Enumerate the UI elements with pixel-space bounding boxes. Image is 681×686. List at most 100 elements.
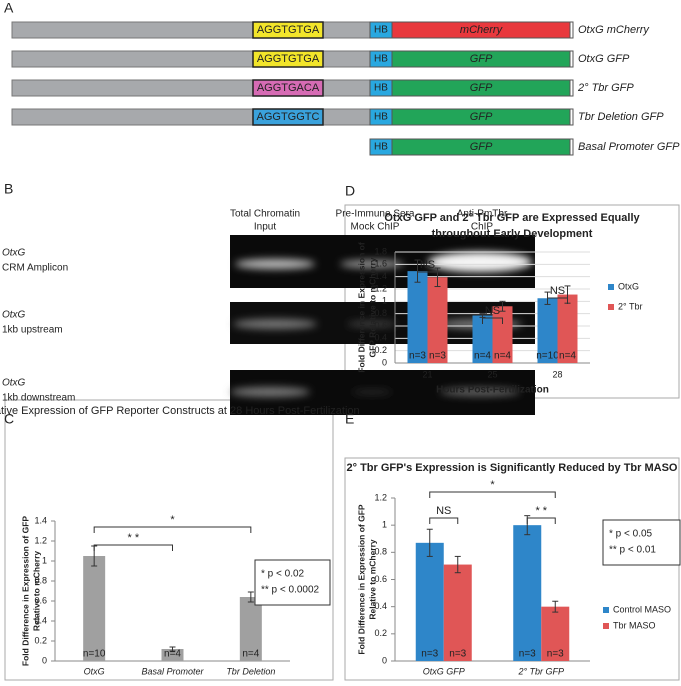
gel-column-header: Anti-PmTbr [457, 209, 508, 220]
n-label: n=3 [421, 649, 438, 660]
bar [472, 315, 493, 363]
motif-label: AGGTGTGA [257, 24, 320, 36]
significance-bracket [417, 271, 438, 278]
gel-row-gene: OtxG [2, 248, 26, 259]
legend-label: OtxG [618, 281, 639, 291]
y-tick-label: 0 [42, 655, 47, 665]
n-label: n=4 [559, 351, 576, 362]
legend-swatch [603, 623, 609, 629]
chart-title: Relative Expression of GFP Reporter Cons… [0, 405, 360, 417]
y-tick-label: 1.8 [374, 246, 387, 256]
gel-row-gene: OtxG [2, 378, 26, 389]
terminator [569, 50, 574, 68]
panel-label: E [345, 411, 354, 427]
x-tick-label: Tbr Deletion [226, 666, 275, 676]
bar [427, 277, 448, 363]
y-axis-label: Fold Difference in Expression of [356, 242, 366, 373]
motif-box [252, 79, 324, 97]
y-tick-label: 1 [42, 555, 47, 565]
gel-row-label: CRM Amplicon [2, 263, 68, 274]
bar [415, 542, 444, 661]
significance-label: NS [485, 305, 500, 317]
note-text: * p < 0.05 [609, 529, 653, 540]
y-tick-label: 1.4 [374, 271, 387, 281]
x-tick-label: OtxG GFP [423, 666, 465, 676]
y-tick-label: 0.6 [374, 320, 387, 330]
y-tick-label: 0.2 [34, 635, 47, 645]
construct-name: Tbr Deletion GFP [578, 111, 664, 123]
bar [492, 306, 513, 363]
significance-bracket [429, 517, 459, 524]
significance-bracket [93, 544, 173, 551]
note-text: ** p < 0.01 [609, 545, 656, 556]
gel-column-header: Total Chromatin [230, 209, 300, 220]
y-tick-label: 1.4 [34, 515, 47, 525]
hb-label: HB [374, 54, 388, 65]
significance-label: * [170, 514, 175, 526]
bar [513, 525, 542, 661]
bar [541, 606, 570, 661]
bar [537, 298, 558, 363]
note-text: * p < 0.02 [261, 569, 305, 580]
y-tick-label: 0.4 [374, 601, 387, 611]
panel-e-frame [344, 457, 680, 681]
note-box [254, 559, 331, 606]
y-tick-label: 0.8 [34, 575, 47, 585]
n-label: n=4 [494, 351, 511, 362]
bar [83, 556, 106, 661]
x-tick-label: 28 [552, 369, 562, 379]
y-axis-label: Relative to mCherry [31, 551, 41, 632]
significance-label: NS [550, 285, 565, 297]
y-tick-label: 0.4 [374, 333, 387, 343]
significance-bracket [93, 526, 252, 533]
panel-c-frame [4, 399, 334, 681]
bar [161, 649, 184, 661]
y-axis-label: Fold Difference in Expression of GFP [20, 516, 30, 667]
motif-label: AGGTGTGA [257, 53, 320, 65]
note-box [602, 519, 681, 566]
x-tick-label: OtxG [84, 666, 105, 676]
motif-box [252, 50, 324, 68]
n-label: n=3 [547, 649, 564, 660]
gel-column-header: ChIP [471, 222, 494, 233]
significance-label: * [490, 479, 495, 491]
gel-column-header: Input [254, 222, 276, 233]
significance-label: * * [128, 532, 140, 544]
n-label: n=3 [409, 351, 426, 362]
legend-label: 2° Tbr [618, 301, 642, 311]
panel-label: C [4, 411, 14, 427]
y-tick-label: 0.4 [34, 615, 47, 625]
construct-name: OtxG mCherry [578, 24, 650, 36]
legend-swatch [603, 607, 609, 613]
y-tick-label: 1.2 [374, 283, 387, 293]
gel-row-label: 1kb upstream [2, 325, 63, 336]
gel-column-header: Pre-Immune Sera [336, 209, 415, 220]
legend-label: Tbr MASO [613, 620, 656, 630]
panel-label: B [4, 181, 13, 197]
x-axis-label: Hours Post-Fertilization [436, 385, 549, 396]
y-tick-label: 1 [382, 296, 387, 306]
n-label: n=10 [83, 649, 106, 660]
motif-box [252, 108, 324, 126]
n-label: n=10 [536, 351, 559, 362]
hb-label: HB [374, 83, 388, 94]
hb-label: HB [374, 25, 388, 36]
x-tick-label: 25 [487, 369, 497, 379]
significance-bracket [547, 297, 568, 304]
reporter-label: GFP [470, 111, 493, 123]
legend-label: Control MASO [613, 604, 671, 614]
note-text: ** p < 0.0002 [261, 585, 320, 596]
significance-bracket [526, 517, 556, 524]
construct-name: OtxG GFP [578, 53, 630, 65]
y-tick-label: 0 [382, 655, 387, 665]
n-label: n=4 [242, 649, 259, 660]
motif-label: AGGTGGTC [257, 111, 320, 123]
reporter-label: GFP [470, 82, 493, 94]
construct-name: 2° Tbr GFP [577, 82, 634, 94]
n-label: n=4 [474, 351, 491, 362]
hb-label: HB [374, 112, 388, 123]
panel-label: D [345, 183, 355, 199]
panel-label: A [4, 0, 14, 16]
gel-column-header: Mock ChIP [351, 222, 400, 233]
gel-row-gene: OtxG [2, 310, 26, 321]
